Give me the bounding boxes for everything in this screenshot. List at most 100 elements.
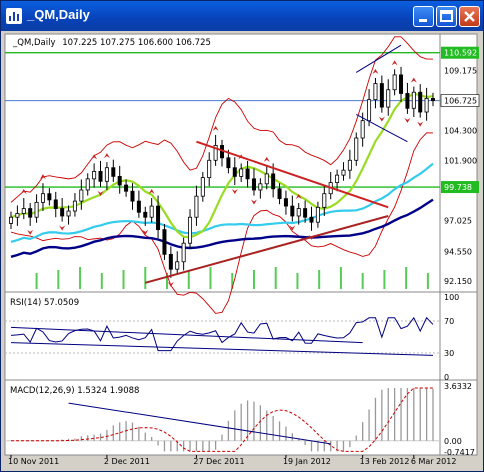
fractal-up-arrow — [263, 156, 270, 162]
fractal-up-arrow — [391, 60, 398, 66]
candle-body — [34, 201, 39, 218]
volume-bar — [166, 273, 169, 289]
candle-body — [309, 216, 314, 223]
candle-body — [303, 208, 308, 218]
macd-tick-label: 3.6332 — [444, 382, 472, 391]
macd-legend: MACD(12,26,9) 1.5324 1.9088 — [10, 386, 139, 396]
close-button[interactable] — [459, 6, 480, 27]
current-price-box — [440, 94, 480, 107]
candle-body — [341, 169, 346, 176]
volume-bar — [339, 267, 342, 289]
ma-slow-line — [10, 198, 434, 258]
volume-bar — [426, 273, 429, 289]
price-series — [5, 36, 440, 314]
rsi-panel — [4, 291, 478, 381]
volume-bar — [274, 267, 277, 289]
fractal-down-arrow — [59, 225, 66, 231]
x-tick-label: 10 Nov 2011 — [8, 457, 59, 466]
volume-bar — [209, 267, 212, 289]
volume-bar — [79, 267, 82, 289]
maximize-button[interactable] — [436, 6, 457, 27]
rsi-tick-label: 30 — [444, 349, 454, 358]
candle-body — [373, 83, 378, 101]
candle-body — [92, 171, 97, 180]
minimize-button[interactable] — [413, 6, 434, 27]
channel-top-line — [356, 44, 402, 73]
fractal-down-arrow — [417, 121, 424, 127]
candle-body — [315, 206, 320, 223]
title-bar[interactable]: _QM,Daily — [1, 1, 483, 31]
price-marker-box — [441, 181, 479, 194]
volume-bar — [405, 267, 408, 289]
price-tick-label: 109.175 — [444, 66, 477, 75]
macd-trend-line — [68, 402, 331, 445]
price-marker-label: 99.738 — [444, 183, 472, 192]
rsi-series — [5, 316, 440, 356]
rsi-line — [10, 316, 434, 352]
fractal-up-arrow — [39, 174, 46, 180]
candle-body — [53, 199, 58, 209]
candle-body — [232, 167, 237, 177]
volume-bar — [122, 270, 125, 289]
rsi-legend: RSI(14) 57.0509 — [10, 298, 79, 308]
candle-body — [117, 175, 122, 186]
ma-mid-line — [10, 162, 434, 244]
candle-body — [143, 211, 148, 218]
candle-body — [181, 242, 186, 263]
candle-body — [283, 198, 288, 207]
fractal-up-arrow — [212, 125, 219, 131]
price-marker-label: 110.592 — [444, 49, 477, 58]
rsi-trend-upper — [10, 326, 363, 344]
volume-bar — [383, 270, 386, 289]
fractal-up-arrow — [410, 77, 417, 83]
price-tick-label: 94.550 — [444, 247, 472, 256]
candle-body — [79, 189, 84, 202]
bollinger-lower — [10, 132, 434, 314]
volume-bar — [187, 270, 190, 289]
candle-body — [175, 261, 180, 270]
price-ohlc: 107.225 107.275 106.600 106.725 — [62, 38, 211, 48]
candle-body — [149, 205, 154, 218]
candle-body — [290, 205, 295, 217]
macd-signal-line — [11, 387, 433, 452]
fractal-down-arrow — [167, 281, 174, 287]
candle-body — [418, 91, 423, 113]
candle-body — [322, 193, 327, 208]
candle-body — [104, 167, 109, 182]
x-tick-label: 13 Feb 2012 — [360, 457, 410, 466]
x-tick-label: 6 Mar 2012 — [411, 457, 457, 466]
candle-body — [40, 193, 45, 203]
price-marker-box — [441, 46, 479, 59]
volume-bar — [100, 273, 103, 289]
candle-body — [213, 145, 218, 161]
fractal-down-arrow — [142, 229, 149, 235]
channel-bottom-line — [356, 114, 408, 143]
macd-tick-label: -0.7417 — [444, 448, 475, 457]
candle-body — [379, 83, 384, 108]
fractal-down-arrow — [250, 199, 257, 205]
candle-body — [386, 89, 391, 108]
uptrend-line — [145, 215, 389, 284]
price-tick-label: 104.300 — [444, 127, 477, 136]
candle-body — [200, 177, 205, 197]
price-panel — [4, 33, 478, 293]
candle-body — [194, 195, 199, 218]
axis-labels: 109.175 106.725 104.300 101.900 97.025 94.550… — [8, 46, 480, 466]
fractal-up-arrow — [372, 68, 379, 74]
rsi-trend-lower — [10, 342, 434, 356]
candle-body — [354, 137, 359, 161]
candle-body — [360, 120, 365, 139]
candle-body — [207, 159, 212, 179]
macd-tick-label: 0.00 — [444, 437, 462, 446]
fractal-down-arrow — [97, 190, 104, 196]
volume-bar — [35, 273, 38, 289]
candle-body — [21, 208, 26, 214]
price-symbol: _QM,Daily — [12, 38, 55, 48]
candle-body — [277, 188, 282, 200]
volume-bar — [57, 270, 60, 289]
volume-bar — [252, 270, 255, 289]
downtrend-line — [196, 140, 389, 209]
fractal-down-arrow — [289, 225, 296, 231]
price-legend: _QM,Daily 107.225 107.275 106.600 106.72… — [12, 38, 211, 48]
